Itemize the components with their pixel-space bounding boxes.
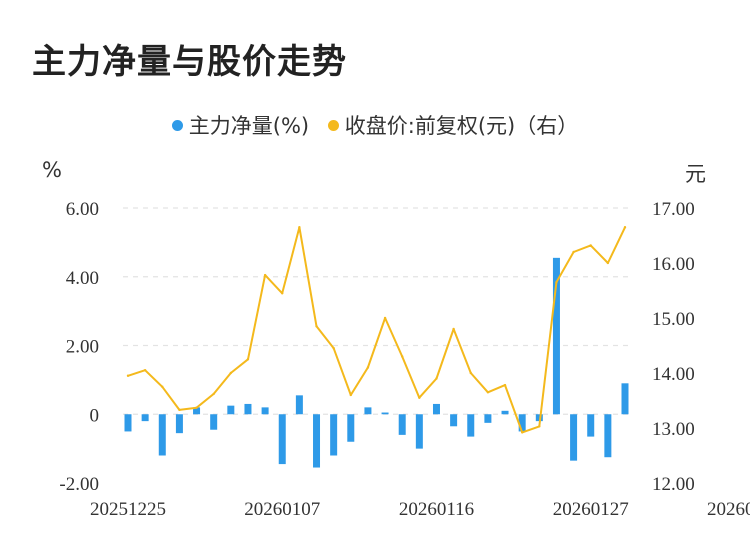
right-axis-unit: 元 xyxy=(685,162,706,186)
price-point xyxy=(126,374,130,377)
bar-mark xyxy=(158,414,166,456)
left-tick-label: 0 xyxy=(90,405,100,426)
bar-mark xyxy=(193,407,201,415)
bar-mark xyxy=(518,414,526,432)
price-point xyxy=(366,366,370,369)
bar-mark xyxy=(552,257,560,415)
price-point xyxy=(486,391,490,394)
bar-mark xyxy=(450,414,458,427)
right-tick-label: 14.00 xyxy=(652,364,695,385)
bar-mark xyxy=(278,414,286,465)
price-point xyxy=(246,358,250,361)
bar-mark xyxy=(124,414,132,432)
price-point xyxy=(520,431,524,434)
price-point xyxy=(555,281,558,284)
price-point xyxy=(435,377,438,380)
legend: 主力净量(%) 收盘价:前复权(元)（右） xyxy=(0,110,750,140)
left-tick-label: 6.00 xyxy=(66,199,99,220)
price-point xyxy=(161,385,164,388)
price-point xyxy=(349,393,352,397)
right-tick-label: 16.00 xyxy=(652,254,695,275)
bar-mark xyxy=(175,414,183,434)
x-tick-label: 20260127 xyxy=(553,499,629,520)
price-point xyxy=(606,261,610,265)
bar-mark xyxy=(244,403,252,415)
price-point xyxy=(281,292,284,295)
bar-mark xyxy=(415,414,423,449)
bar-mark xyxy=(381,412,389,415)
price-point xyxy=(195,406,198,409)
price-point xyxy=(452,327,455,331)
legend-item-line[interactable]: 收盘价:前复权(元)（右） xyxy=(327,110,579,140)
price-point xyxy=(332,347,335,350)
price-point xyxy=(589,244,592,247)
price-point xyxy=(503,383,507,387)
price-point xyxy=(418,396,421,399)
bar-mark xyxy=(261,407,269,415)
bar-mark xyxy=(587,414,595,437)
price-point xyxy=(623,226,627,229)
price-point xyxy=(469,371,472,375)
bar-mark xyxy=(295,395,303,415)
legend-line-marker xyxy=(327,119,339,131)
price-point xyxy=(229,371,233,375)
price-point xyxy=(263,273,267,277)
chart-title: 主力净量与股价走势 xyxy=(32,42,347,82)
legend-bar-label: 主力净量(%) xyxy=(188,114,310,138)
right-tick-label: 13.00 xyxy=(652,419,695,440)
bar-mark xyxy=(330,414,338,456)
legend-line-label: 收盘价:前复权(元)（右） xyxy=(344,114,579,138)
right-tick-label: 15.00 xyxy=(652,309,695,330)
bar-mark xyxy=(484,414,492,423)
bar-mark xyxy=(398,414,406,435)
price-point xyxy=(178,408,181,412)
legend-bar-marker xyxy=(171,119,183,131)
left-tick-label: 4.00 xyxy=(66,268,99,289)
x-tick-label: 20260107 xyxy=(244,499,320,520)
bar-mark xyxy=(227,405,235,415)
legend-item-bar[interactable]: 主力净量(%) xyxy=(171,110,310,140)
left-tick-label: -2.00 xyxy=(59,474,99,495)
bar-mark xyxy=(432,403,440,415)
left-axis-unit: % xyxy=(42,158,62,182)
price-point xyxy=(143,369,147,372)
bar-mark xyxy=(313,414,321,468)
bar-mark xyxy=(604,414,612,458)
bar-mark xyxy=(501,410,509,415)
bar-mark xyxy=(467,414,475,437)
price-point xyxy=(538,425,541,428)
price-line xyxy=(127,226,626,434)
price-point xyxy=(298,226,301,229)
price-point xyxy=(572,250,575,254)
bar-mark xyxy=(364,407,372,415)
bar-mark xyxy=(570,414,578,461)
x-tick-label: 20260116 xyxy=(399,499,474,520)
bar-mark xyxy=(347,414,355,442)
price-point xyxy=(383,316,387,320)
right-tick-label: 17.00 xyxy=(652,199,695,220)
x-tick-label: 20260205 xyxy=(707,499,750,520)
price-point xyxy=(401,355,404,358)
bar-mark xyxy=(210,414,218,430)
bar-mark xyxy=(141,414,149,422)
bar-mark xyxy=(621,383,629,415)
x-tick-label: 20251225 xyxy=(90,499,166,520)
right-tick-label: 12.00 xyxy=(652,474,695,495)
bar-mark xyxy=(535,414,543,422)
price-point xyxy=(315,325,318,328)
price-point xyxy=(212,392,215,396)
left-tick-label: 2.00 xyxy=(66,337,99,358)
